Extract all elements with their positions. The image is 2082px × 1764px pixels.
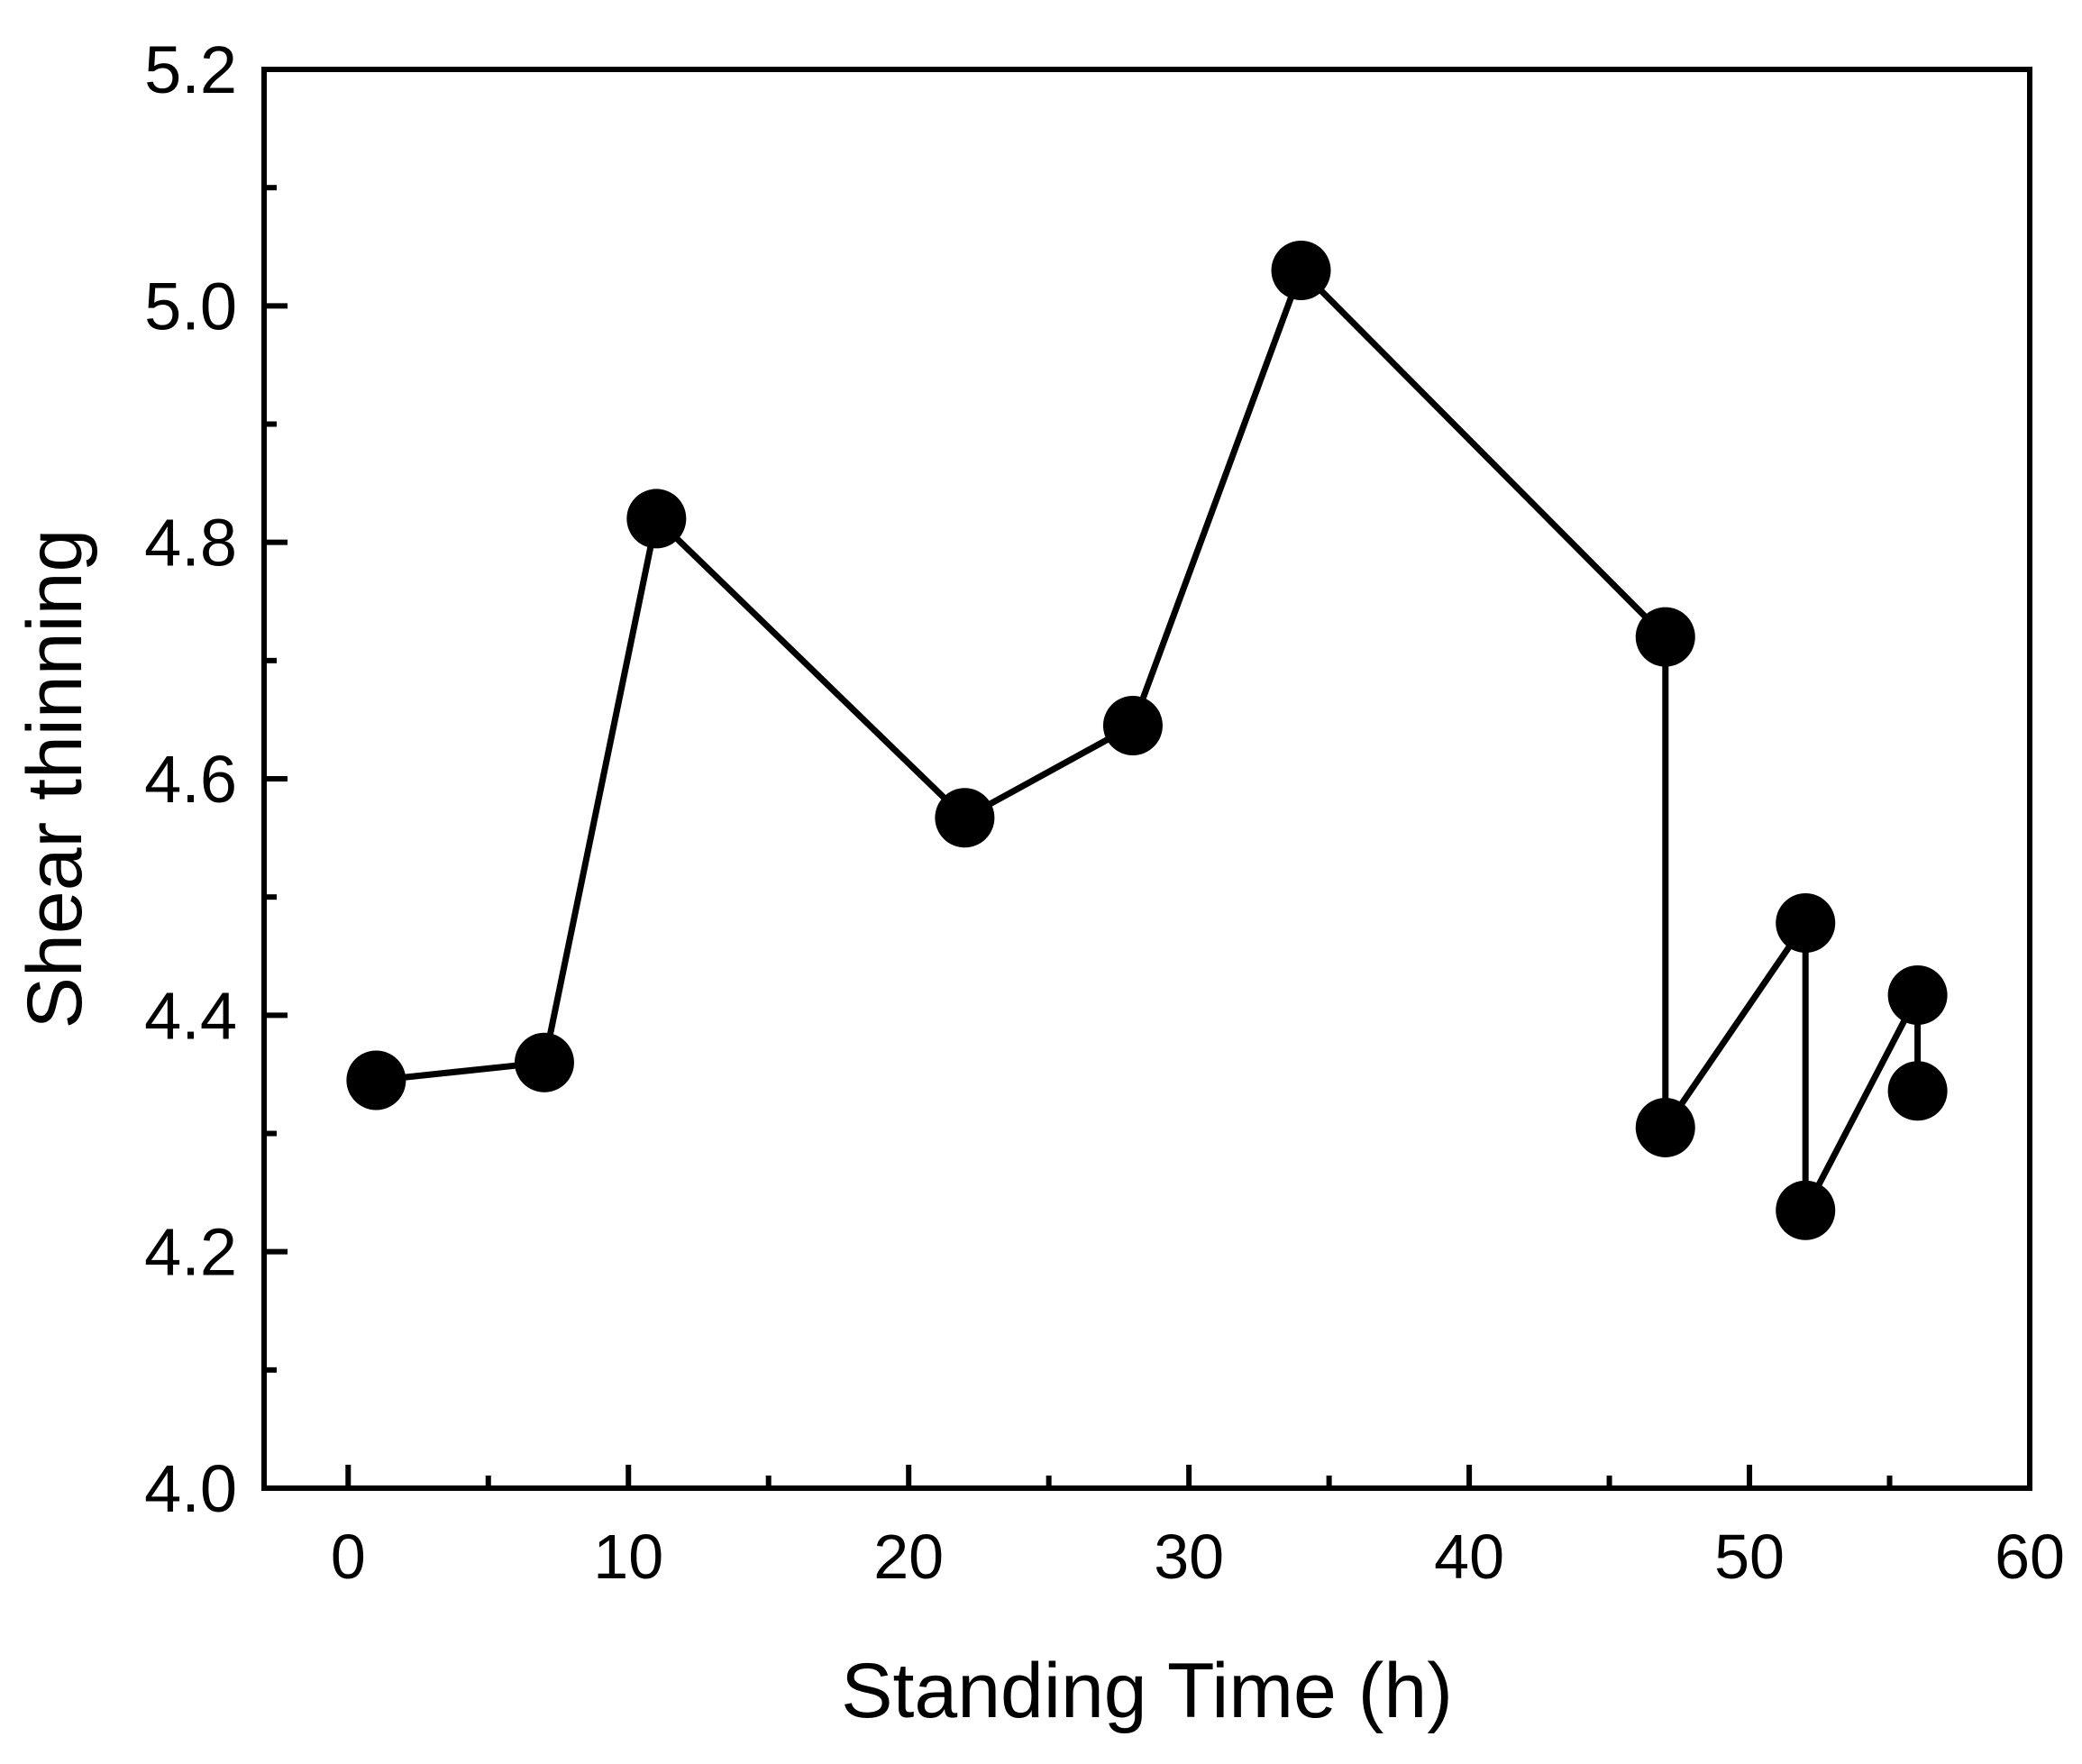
axis-tick-labels: 0 10 20 30 40 50 60 4.0 4.2 4.4 4.6 4.8 5.0 5.2 xyxy=(144,32,2065,1592)
x-tick-label: 50 xyxy=(1714,1522,1785,1592)
y-axis-label: Shear thinning xyxy=(12,529,98,1029)
y-tick-label: 5.0 xyxy=(144,269,237,343)
x-tick-label: 60 xyxy=(1995,1522,2065,1592)
y-tick-label: 4.4 xyxy=(144,978,237,1053)
x-tick-label: 10 xyxy=(593,1522,663,1592)
plot-frame xyxy=(261,67,2032,1491)
x-tick-label: 0 xyxy=(331,1522,366,1592)
data-series xyxy=(346,240,1948,1240)
y-tick-label: 4.0 xyxy=(144,1451,237,1526)
axis-ticks xyxy=(264,67,2032,1491)
data-point xyxy=(1887,965,1948,1026)
x-tick-label: 30 xyxy=(1154,1522,1224,1592)
data-point xyxy=(1271,240,1331,300)
data-point xyxy=(514,1032,574,1092)
data-point xyxy=(1102,695,1163,755)
x-tick-label: 20 xyxy=(873,1522,944,1592)
data-point xyxy=(626,489,687,549)
data-point xyxy=(346,1050,406,1110)
y-tick-label: 5.2 xyxy=(144,32,237,107)
series-line xyxy=(376,267,1922,1214)
data-point xyxy=(935,788,995,848)
x-tick-label: 40 xyxy=(1434,1522,1504,1592)
y-tick-label: 4.8 xyxy=(144,506,237,580)
data-point xyxy=(1887,1061,1948,1121)
data-point xyxy=(1776,893,1836,954)
data-point xyxy=(1776,1180,1836,1240)
data-point xyxy=(1635,1097,1695,1157)
data-point xyxy=(1635,607,1695,667)
x-axis-label: Standing Time (h) xyxy=(841,1648,1453,1734)
y-tick-label: 4.6 xyxy=(144,742,237,817)
y-tick-label: 4.2 xyxy=(144,1215,237,1290)
